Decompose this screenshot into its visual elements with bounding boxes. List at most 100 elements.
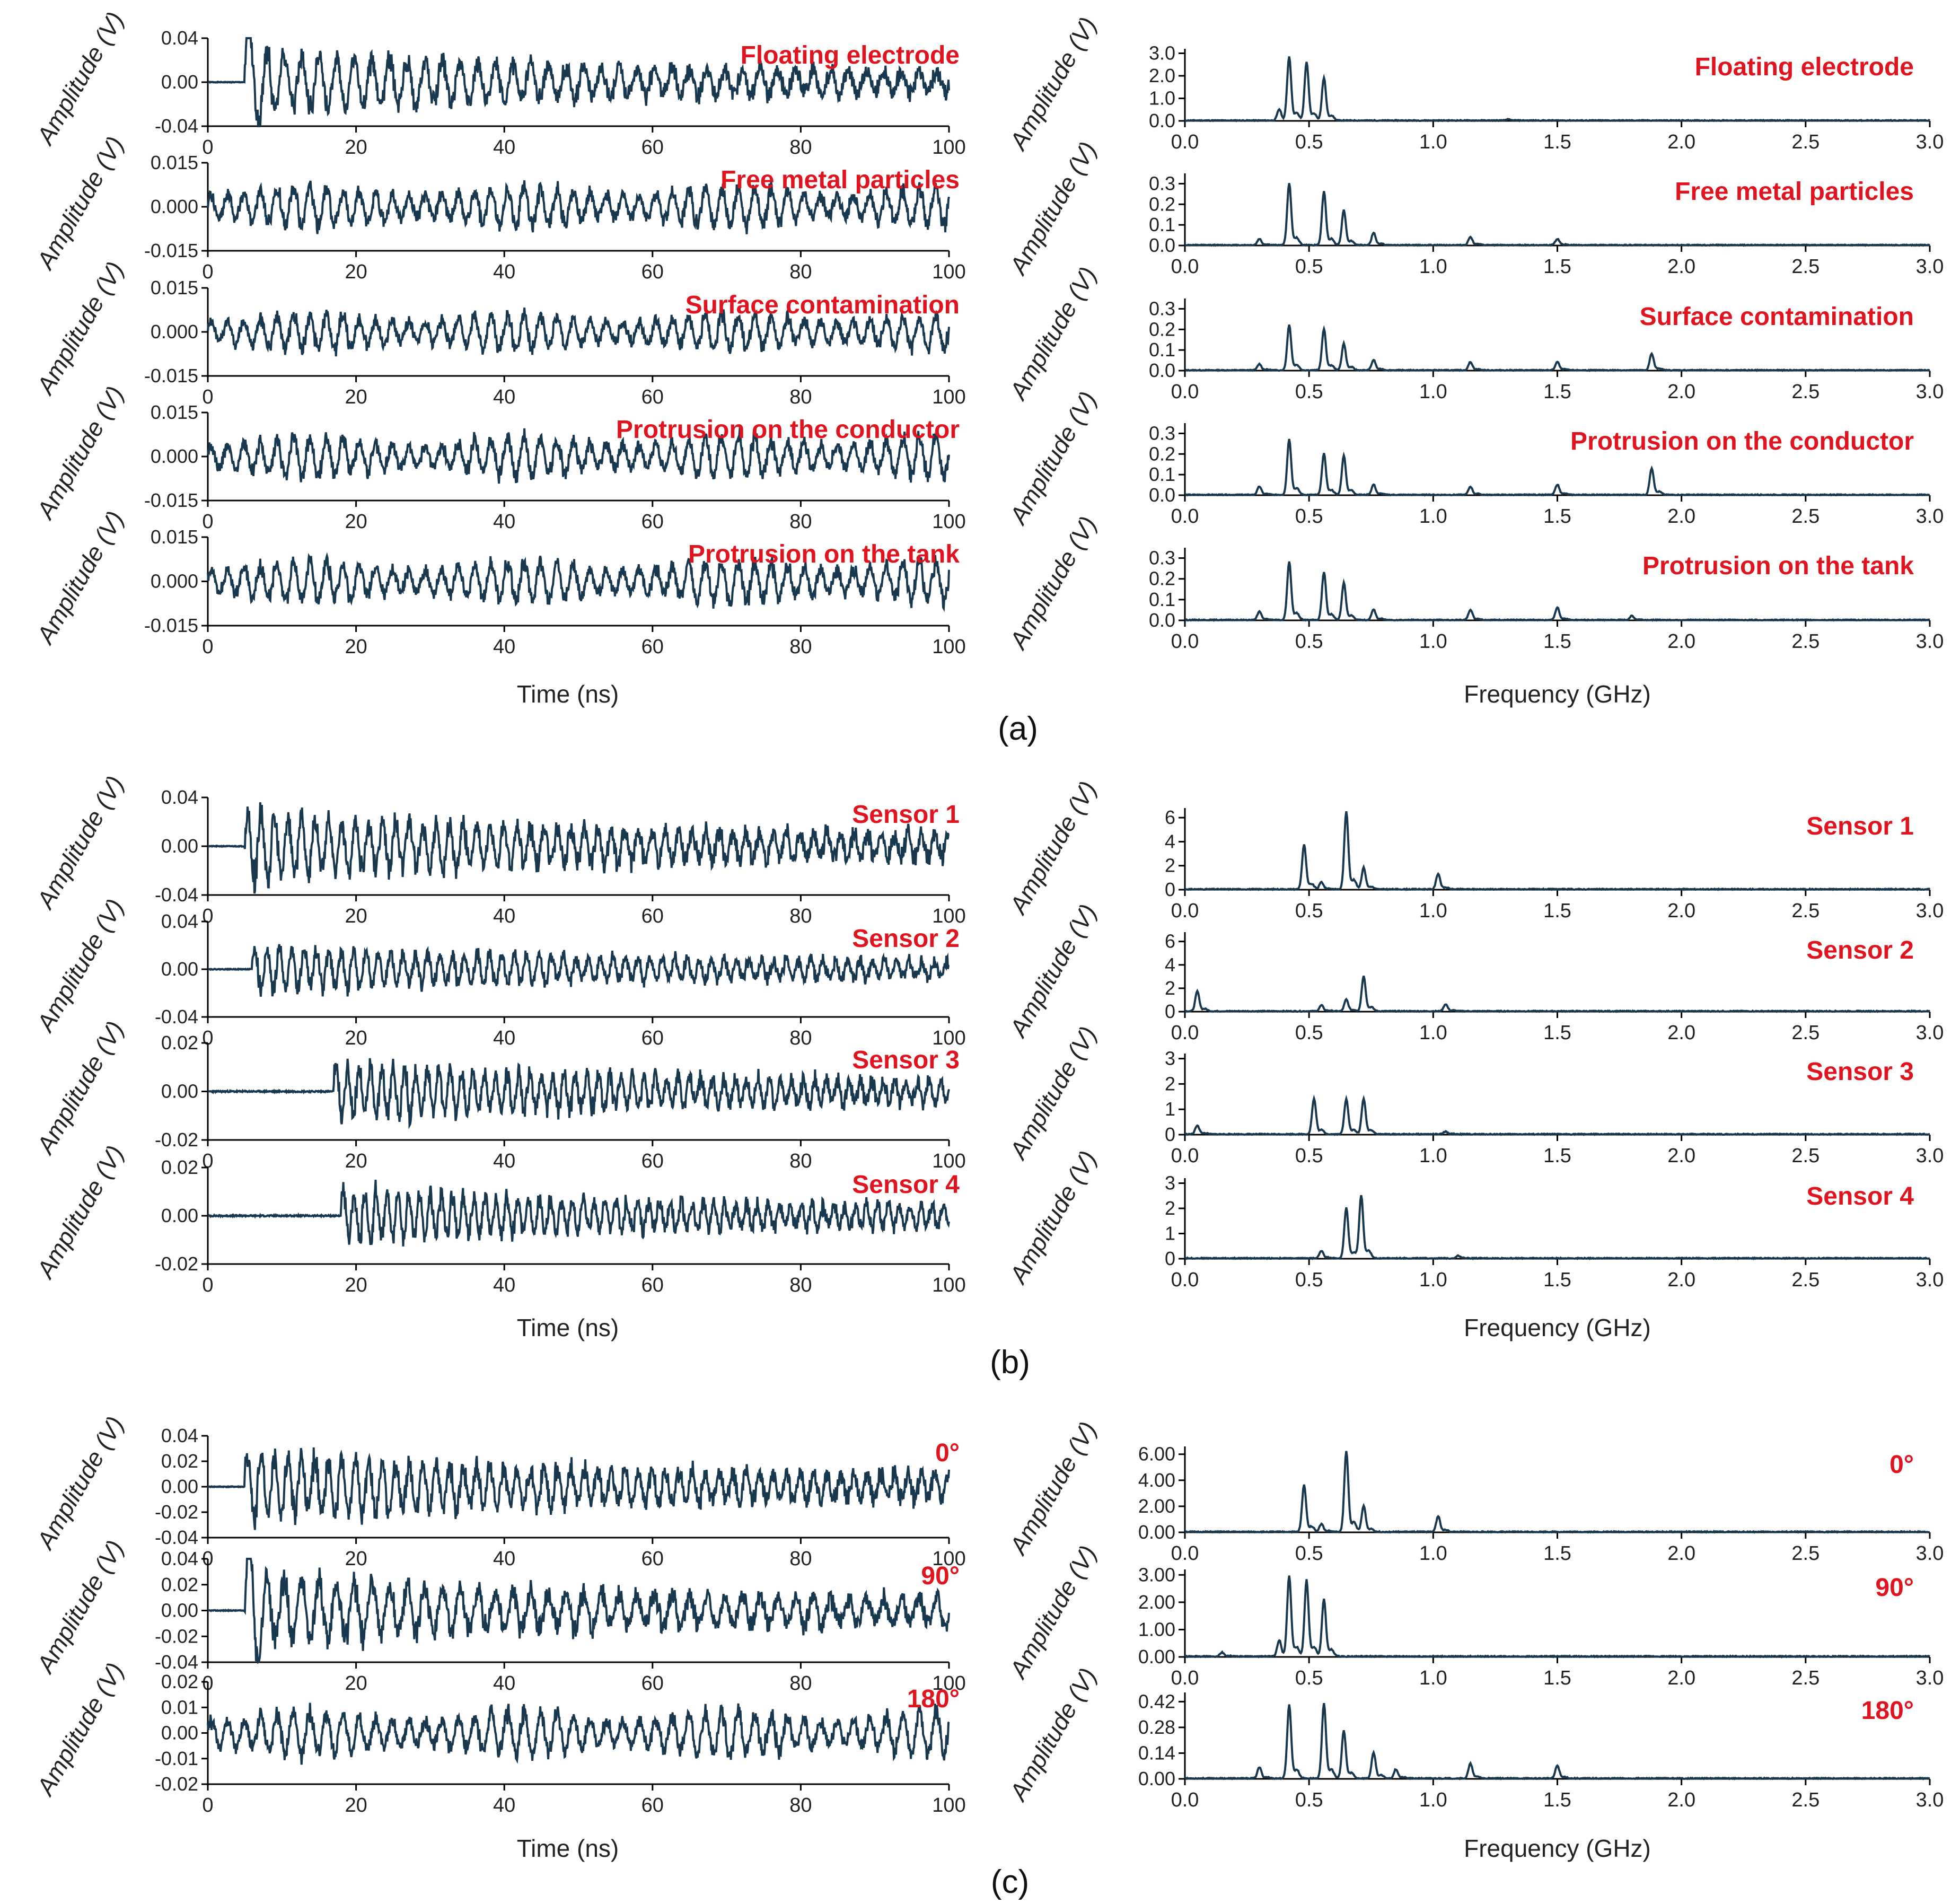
time-xtick-label: 100 [932, 386, 965, 408]
freq-xtick-label: 3.0 [1916, 900, 1944, 922]
freq-xtick-label: 2.0 [1667, 1542, 1695, 1565]
time-xtick-label: 80 [789, 386, 812, 408]
time-xtick-label: 60 [641, 1794, 664, 1817]
freq-ytick-label: 0 [1165, 1248, 1175, 1269]
spectrum-line [1184, 1094, 1930, 1136]
freq-xtick-label: 2.5 [1791, 630, 1820, 653]
time-ytick-label: -0.015 [144, 365, 198, 387]
time-ytick-label: -0.02 [155, 1625, 198, 1647]
freq-ylabel: Amplitude (V) [1003, 1541, 1102, 1684]
freq-ylabel: Amplitude (V) [1003, 512, 1102, 655]
time-ytick-label: 0.000 [151, 321, 198, 343]
subfigure-label: (b) [990, 1344, 1030, 1381]
time-series-title: Sensor 1 [852, 801, 960, 829]
freq-xtick-label: 0.0 [1171, 630, 1199, 653]
freq-subplot: 0.30.20.10.00.0 0.5 1.0 1.5 2.0 2.5 3.0Protrus… [1003, 387, 1944, 530]
freq-ytick-label: 2 [1165, 855, 1175, 876]
time-ytick-label: 0.00 [161, 1722, 198, 1744]
freq-ytick-label: 4 [1165, 830, 1175, 852]
freq-xtick-label: 2.0 [1667, 131, 1695, 153]
freq-ytick-label: 2 [1165, 977, 1175, 999]
freq-ylabel: Amplitude (V) [1003, 12, 1102, 155]
time-xtick-label: 20 [345, 1150, 367, 1172]
freq-xtick-label: 1.0 [1419, 1145, 1447, 1167]
time-series-title: Sensor 3 [852, 1046, 960, 1074]
time-xtick-label: 40 [493, 905, 515, 927]
freq-ytick-label: 0.00 [1138, 1768, 1175, 1789]
freq-xtick-label: 2.0 [1667, 1667, 1695, 1689]
time-ytick-label: -0.02 [155, 1253, 198, 1275]
freq-ytick-label: 1.0 [1149, 87, 1175, 109]
freq-ytick-label: 0.2 [1149, 568, 1175, 590]
time-ylabel: Amplitude (V) [30, 1536, 129, 1679]
freq-xtick-label: 0.5 [1295, 1667, 1323, 1689]
time-xtick-label: 100 [932, 636, 965, 658]
freq-ytick-label: 0.28 [1138, 1716, 1175, 1738]
time-xtick-label: 20 [345, 1274, 367, 1296]
freq-series-title: Sensor 2 [1806, 936, 1914, 964]
time-xtick-label: 80 [789, 1672, 812, 1695]
freq-xtick-label: 3.0 [1916, 131, 1944, 153]
freq-ytick-label: 0.2 [1149, 443, 1175, 464]
time-xtick-label: 100 [932, 1274, 965, 1296]
figure-part-2: 0.04 0.02 0.00 -0.02 -0.04 0 20 40 60 80 100 0° Ampl… [30, 1411, 1944, 1900]
freq-series-title: Surface contamination [1640, 303, 1914, 331]
time-xtick-label: 40 [493, 1672, 515, 1695]
freq-ytick-label: 0.3 [1149, 172, 1175, 194]
time-xtick-label: 80 [789, 1794, 812, 1817]
freq-xtick-label: 2.0 [1667, 1022, 1695, 1044]
time-ylabel: Amplitude (V) [30, 257, 129, 400]
freq-ytick-label: 0.2 [1149, 318, 1175, 340]
freq-xtick-label: 1.0 [1419, 1542, 1447, 1565]
time-xtick-label: 60 [641, 1672, 664, 1695]
time-xtick-label: 80 [789, 1027, 812, 1049]
freq-ytick-label: 0.1 [1149, 463, 1175, 485]
freq-xtick-label: 2.5 [1791, 900, 1820, 922]
time-ytick-label: 0.00 [161, 958, 198, 980]
freq-xtick-label: 0.0 [1171, 1789, 1199, 1811]
freq-series-title: Free metal particles [1675, 178, 1914, 206]
freq-xtick-label: 2.0 [1667, 381, 1695, 403]
freq-ytick-label: 0.42 [1138, 1690, 1175, 1712]
time-xtick-label: 20 [345, 636, 367, 658]
freq-xtick-label: 1.5 [1543, 131, 1571, 153]
freq-xtick-label: 0.5 [1295, 505, 1323, 528]
time-ytick-label: 0.00 [161, 71, 198, 93]
freq-xtick-label: 1.0 [1419, 1789, 1447, 1811]
freq-xtick-label: 2.5 [1791, 1667, 1820, 1689]
time-ytick-label: -0.04 [155, 115, 198, 137]
freq-ytick-label: 0.1 [1149, 214, 1175, 235]
freq-ylabel: Amplitude (V) [1003, 387, 1102, 530]
freq-ylabel: Amplitude (V) [1003, 1022, 1102, 1165]
freq-ytick-label: 2.0 [1149, 65, 1175, 86]
time-series-title: Sensor 2 [852, 925, 960, 953]
freq-xtick-label: 3.0 [1916, 1789, 1944, 1811]
time-ylabel: Amplitude (V) [30, 771, 129, 914]
freq-ytick-label: 0.3 [1149, 547, 1175, 569]
time-ylabel: Amplitude (V) [30, 1411, 129, 1555]
time-ytick-label: 0.04 [161, 1548, 198, 1569]
time-ytick-label: 0.00 [161, 1205, 198, 1226]
time-ytick-label: 0.04 [161, 1425, 198, 1446]
freq-series-title: Protrusion on the conductor [1570, 427, 1914, 455]
freq-ytick-label: 0.0 [1149, 234, 1175, 256]
freq-xtick-label: 0.5 [1295, 1022, 1323, 1044]
time-series-title: 90° [921, 1562, 960, 1590]
freq-xtick-label: 3.0 [1916, 1022, 1944, 1044]
time-xtick-label: 100 [932, 1672, 965, 1695]
time-xtick-label: 60 [641, 1548, 664, 1570]
spectrum-line [1184, 438, 1930, 497]
freq-xtick-label: 1.5 [1543, 256, 1571, 278]
freq-xtick-label: 1.5 [1543, 1269, 1571, 1291]
time-ytick-label: 0.000 [151, 196, 198, 217]
freq-xtick-label: 0.0 [1171, 381, 1199, 403]
subfigure-label: (a) [998, 710, 1038, 747]
freq-series-title: 0° [1889, 1451, 1914, 1479]
spectrum-line [1184, 976, 1930, 1013]
time-signal-line [207, 37, 950, 127]
time-xtick-label: 40 [493, 511, 515, 533]
time-signal-line [207, 1703, 950, 1765]
